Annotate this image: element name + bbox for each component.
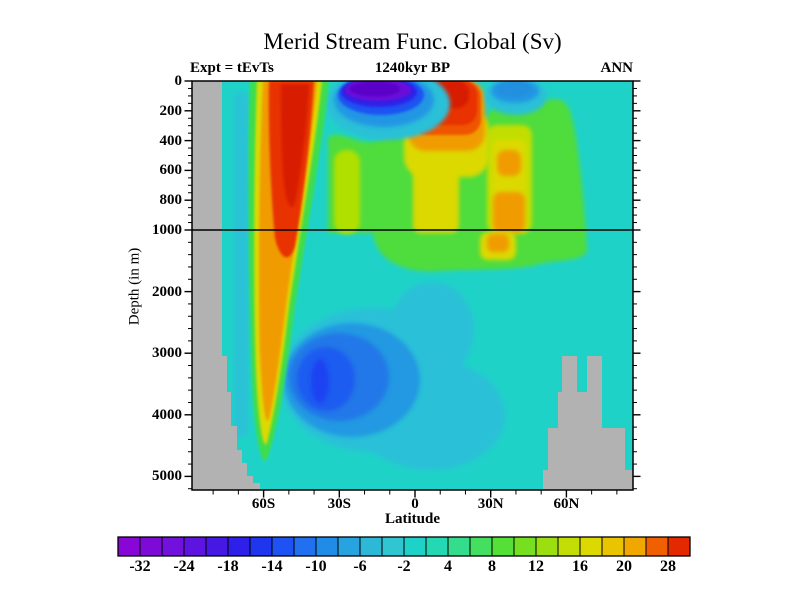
- colorbar-cell: [359, 536, 383, 557]
- y-tick-label: 5000: [152, 468, 182, 485]
- y-tick-label: 2000: [152, 283, 182, 300]
- colorbar-tick-label: -6: [353, 558, 367, 575]
- colorbar-cell: [293, 536, 317, 557]
- nadw-yellow-patch-south: [334, 150, 360, 234]
- x-tick-label: 30S: [327, 496, 351, 512]
- topo-south-step: [192, 476, 253, 483]
- colorbar-tick-label: 16: [572, 558, 588, 575]
- topography-mask-south: [192, 81, 260, 490]
- colorbar-cell: [315, 536, 339, 557]
- topo-south-step: [192, 463, 247, 476]
- topo-north-tower: [562, 356, 577, 396]
- colorbar-cell: [513, 536, 537, 557]
- colorbar-cell: [447, 536, 471, 557]
- topo-north-step: [548, 428, 625, 472]
- topo-south-step: [192, 426, 237, 450]
- topo-north-step: [543, 470, 633, 490]
- season-label: ANN: [600, 60, 634, 76]
- colorbar-cell: [227, 536, 251, 557]
- x-tick-label: 60N: [553, 496, 580, 512]
- colorbar-cell: [161, 536, 185, 557]
- colorbar-tick-label: 4: [444, 558, 452, 575]
- colorbar-tick-label: -10: [305, 558, 327, 575]
- topography-mask-north: [543, 356, 633, 490]
- experiment-label: Expt = tEvTs: [190, 60, 274, 76]
- contour-southern-red-wedge: [248, 81, 329, 461]
- colorbar-cell: [645, 536, 669, 557]
- topo-south-step: [192, 392, 231, 426]
- x-tick-label: 0: [411, 496, 419, 512]
- topo-south-step: [192, 450, 242, 463]
- x-tick-label: 30N: [477, 496, 504, 512]
- x-axis-title: Latitude: [384, 511, 440, 527]
- colorbar-cell: [117, 536, 141, 557]
- y-tick-label: 1000: [152, 222, 182, 238]
- topo-south-step: [192, 483, 260, 490]
- colorbar-cell: [271, 536, 295, 557]
- colorbar-cell: [139, 536, 163, 557]
- colorbar-tick-label: 8: [488, 558, 496, 575]
- nadw-orange-spot-upper: [497, 150, 521, 176]
- page-title: Merid Stream Func. Global (Sv): [263, 29, 562, 54]
- colorbar-tick-label: -14: [261, 558, 283, 575]
- colorbar-tick-label: 20: [616, 558, 632, 575]
- colorbar-cell: [601, 536, 625, 557]
- topo-south-step: [192, 81, 222, 356]
- subtitle-date: 1240kyr BP: [374, 60, 451, 76]
- colorbar-tick-label: -2: [397, 558, 411, 575]
- colorbar-cell: [667, 536, 691, 557]
- colorbar-cell: [491, 536, 515, 557]
- purple-cell-core: [350, 81, 400, 97]
- deep-cell-core: [311, 359, 329, 403]
- topo-north-step: [558, 392, 602, 430]
- colorbar-cell: [535, 536, 559, 557]
- colorbar-cell: [337, 536, 361, 557]
- nadw-orange-spot-lower: [493, 192, 525, 233]
- axis-ticks: [184, 80, 641, 498]
- blue-patch-core: [497, 81, 531, 97]
- colorbar-tick-label: 12: [528, 558, 544, 575]
- colorbar-tick-label: -32: [129, 558, 151, 575]
- colorbar-tick-label: 28: [660, 558, 676, 575]
- colorbar: [117, 536, 691, 557]
- contour-deep-negative-cell: [280, 282, 505, 470]
- colorbar-cell: [557, 536, 581, 557]
- contour-equatorial-purple-cell: [326, 81, 450, 140]
- y-tick-label: 400: [159, 132, 183, 149]
- colorbar-tick-label: -24: [173, 558, 195, 575]
- colorbar-cell: [623, 536, 647, 557]
- y-tick-label: 3000: [152, 345, 182, 362]
- colorbar-cell: [579, 536, 603, 557]
- colorbar-cell: [381, 536, 405, 557]
- colorbar-frame: [117, 536, 691, 557]
- topo-south-step: [192, 356, 227, 392]
- colorbar-cell: [469, 536, 493, 557]
- colorbar-cell: [183, 536, 207, 557]
- y-tick-label: 4000: [152, 406, 182, 423]
- plot-border: [191, 80, 634, 491]
- y-tick-label: 0: [174, 73, 183, 89]
- colorbar-cell: [403, 536, 427, 557]
- colorbar-cell: [205, 536, 229, 557]
- y-tick-label: 600: [159, 162, 183, 179]
- nadw-orange-below-line: [487, 234, 509, 252]
- topo-north-tower: [587, 356, 602, 396]
- colorbar-cell: [249, 536, 273, 557]
- colorbar-cell: [425, 536, 449, 557]
- contour-north-blue-patch: [485, 81, 547, 115]
- colorbar-tick-label: -18: [217, 558, 239, 575]
- x-tick-label: 60S: [251, 496, 276, 512]
- y-tick-label: 200: [159, 102, 183, 119]
- wedge-dark-red-core: [281, 84, 309, 207]
- y-tick-label: 800: [159, 192, 183, 209]
- contour-strip-70s: [234, 92, 248, 437]
